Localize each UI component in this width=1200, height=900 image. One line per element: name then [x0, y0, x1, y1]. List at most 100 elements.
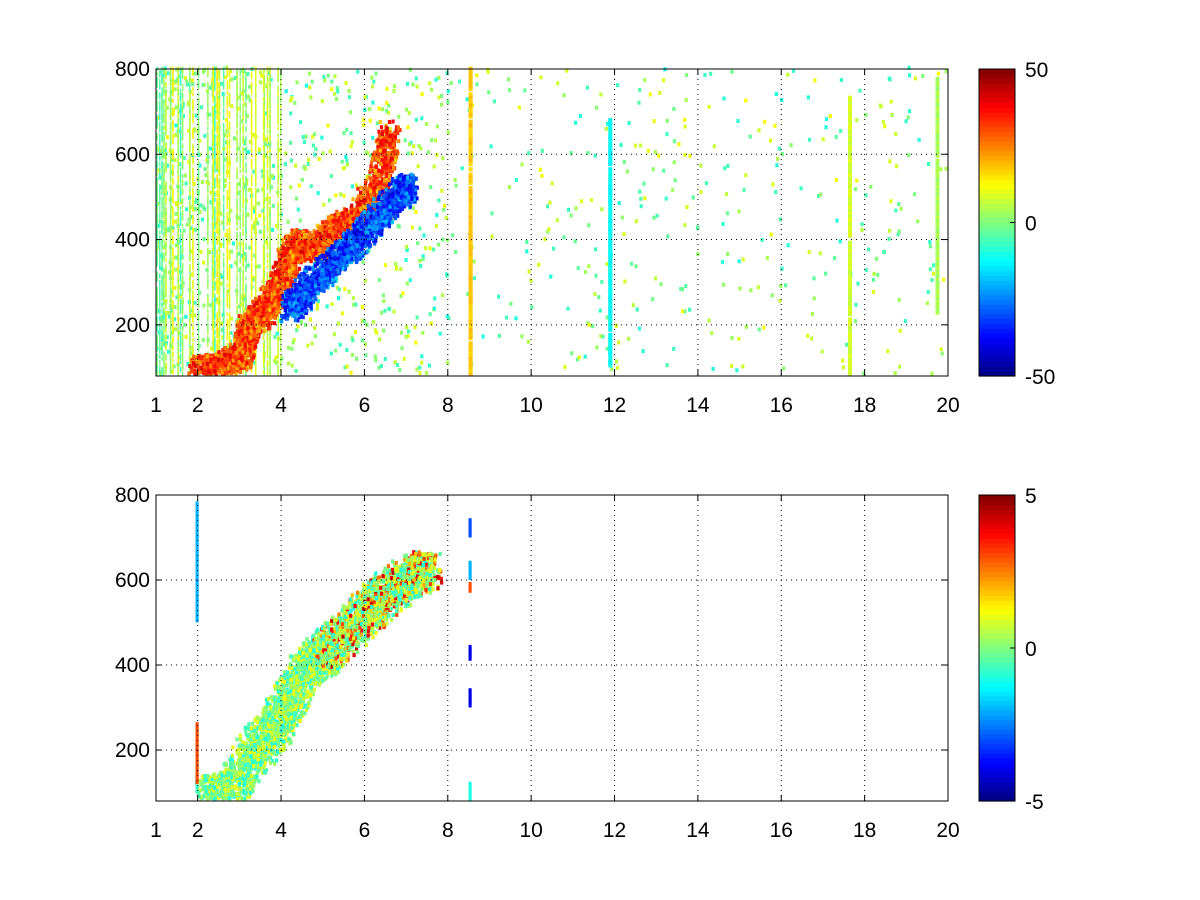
heatmap-cell: [192, 271, 194, 276]
heatmap-cell: [841, 365, 845, 370]
heatmap-cell: [642, 181, 646, 186]
heatmap-cell: [266, 145, 269, 150]
heatmap-cell: [860, 227, 864, 232]
heatmap-cell: [192, 112, 194, 117]
heatmap-cell: [250, 223, 253, 228]
heatmap-cell: [175, 105, 179, 110]
heatmap-cell: [179, 356, 182, 361]
heatmap-cell: [159, 155, 161, 160]
heatmap-cell: [163, 184, 165, 189]
heatmap-cell: [726, 252, 730, 256]
heatmap-cell: [189, 226, 193, 231]
heatmap-cell: [159, 162, 161, 167]
heatmap-cell: [177, 274, 179, 279]
heatmap-cell: [161, 124, 163, 129]
heatmap-cell: [226, 216, 229, 221]
heatmap-cell: [250, 227, 253, 231]
heatmap-cell: [245, 242, 247, 247]
heatmap-cell: [161, 163, 163, 168]
heatmap-cell: [173, 158, 177, 163]
heatmap-cell: [207, 247, 209, 252]
heatmap-cell: [242, 134, 244, 139]
heatmap-cell: [362, 123, 366, 128]
heatmap-cell: [207, 250, 211, 255]
heatmap-cell: [489, 144, 493, 149]
heatmap-cell: [169, 175, 172, 180]
heatmap-cell: [242, 210, 244, 214]
heatmap-cell: [570, 351, 574, 356]
heatmap-cell: [407, 329, 411, 334]
heatmap-cell: [236, 259, 238, 264]
heatmap-cell: [423, 246, 428, 251]
heatmap-cell: [239, 114, 241, 119]
heatmap-cell: [435, 212, 439, 217]
heatmap-cell: [182, 156, 186, 161]
heatmap-cell: [189, 319, 191, 324]
heatmap-cell: [214, 312, 216, 317]
heatmap-cell: [277, 104, 279, 109]
heatmap-cell: [262, 136, 265, 141]
heatmap-cell: [881, 120, 885, 125]
heatmap-cell: [415, 315, 419, 320]
heatmap-cell: [165, 329, 167, 334]
heatmap-cell: [364, 150, 368, 155]
heatmap-cell: [255, 187, 257, 192]
heatmap-cell: [236, 305, 238, 310]
heatmap-cell: [422, 233, 426, 238]
heatmap-cell: [197, 123, 200, 127]
heatmap-cell: [250, 174, 253, 179]
heatmap-cell: [179, 298, 182, 303]
heatmap-cell: [277, 336, 279, 341]
heatmap-cell: [179, 126, 182, 131]
heatmap-cell: [179, 322, 182, 327]
heatmap-cell: [904, 119, 908, 124]
heatmap-cell: [551, 246, 556, 251]
heatmap-cell: [328, 149, 332, 154]
heatmap-cell: [216, 334, 218, 339]
heatmap-cell: [162, 315, 166, 320]
heatmap-cell: [260, 169, 264, 174]
heatmap-cell: [236, 240, 238, 245]
heatmap-cell: [239, 105, 241, 110]
heatmap-cell: [179, 196, 182, 201]
heatmap-cell: [383, 308, 387, 313]
heatmap-cell: [181, 198, 184, 202]
heatmap-cell: [251, 277, 255, 282]
heatmap-cell: [437, 198, 441, 203]
heatmap-cell: [310, 341, 314, 346]
heatmap-cell: [189, 327, 191, 332]
heatmap-cell: [181, 71, 184, 76]
heatmap-cell: [273, 335, 277, 339]
heatmap-cell: [192, 290, 194, 295]
heatmap-cell: [163, 80, 165, 85]
heatmap-cell: [446, 89, 450, 94]
heatmap-cell: [685, 205, 689, 209]
heatmap-cell: [197, 346, 200, 351]
heatmap-cell: [255, 230, 257, 235]
heatmap-cell: [159, 146, 161, 151]
heatmap-cell: [385, 100, 389, 105]
heatmap-cell: [177, 221, 179, 226]
heatmap-cell: [599, 92, 603, 97]
heatmap-cell: [629, 261, 634, 266]
heatmap-cell: [165, 181, 167, 185]
heatmap-cell: [371, 135, 375, 140]
heatmap-cell: [313, 152, 317, 157]
heatmap-cell: [222, 211, 225, 216]
heatmap-cell: [481, 334, 485, 339]
heatmap-cell: [169, 134, 172, 139]
heatmap-cell: [311, 134, 315, 139]
heatmap-cell: [177, 343, 179, 347]
heatmap-cell: [228, 150, 231, 155]
heatmap-cell: [242, 146, 244, 151]
heatmap-cell: [333, 74, 337, 79]
heatmap-cell: [159, 138, 161, 143]
heatmap-cell: [170, 206, 174, 211]
heatmap-cell: [189, 88, 191, 93]
heatmap-cell: [233, 76, 237, 80]
heatmap-cell: [228, 339, 232, 344]
heatmap-cell: [280, 360, 282, 365]
heatmap-cell: [684, 284, 688, 289]
heatmap-cell: [405, 107, 409, 112]
heatmap-cell: [163, 220, 165, 225]
